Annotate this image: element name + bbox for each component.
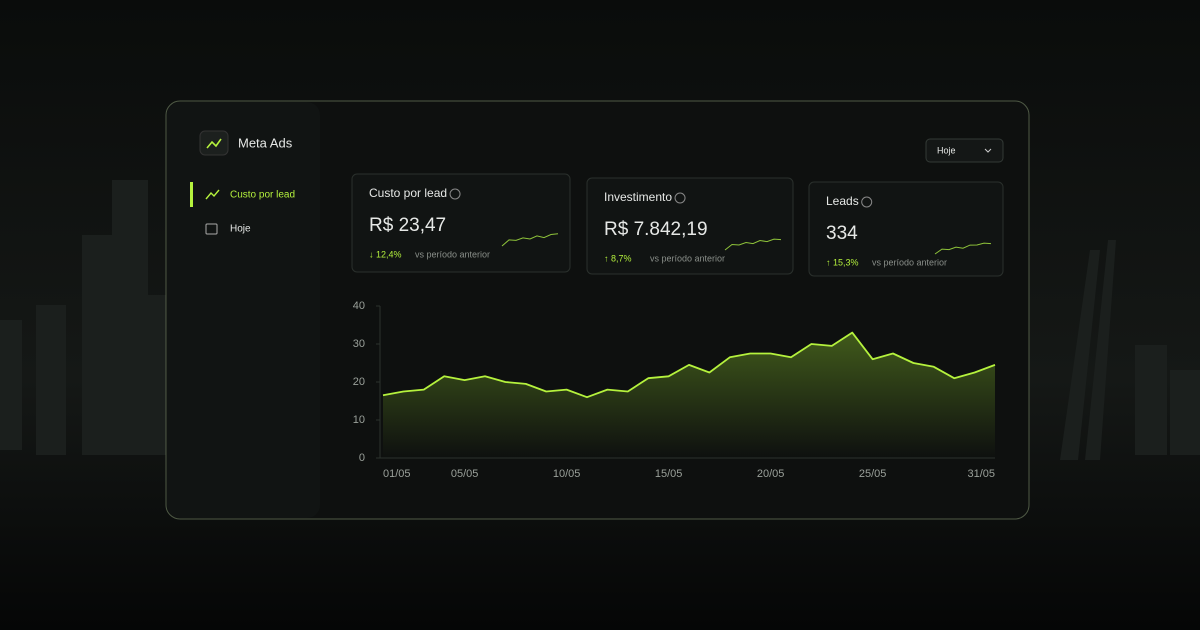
card-note: vs período anterior	[415, 249, 490, 259]
info-icon	[449, 188, 461, 200]
card-value: 334	[826, 223, 858, 244]
card-change: ↑ 15,3%	[826, 257, 859, 267]
card-label: Investimento	[604, 190, 672, 204]
cards: Custo por lead R$ 23,47 ↓ 12,4% vs período …	[351, 173, 1004, 277]
info-icon	[861, 196, 873, 208]
card-label: Custo por lead	[369, 186, 447, 200]
card-change: ↑ 8,7%	[604, 253, 632, 263]
chart: 0 10 20 30 40 01/05 05/05 10/05 15/05 20/05 25/05 3…	[353, 300, 996, 480]
card-value: R$ 23,47	[369, 215, 446, 236]
card-label: Leads	[826, 194, 859, 208]
x-tick-label: 01/05	[383, 468, 411, 480]
info-icon	[674, 192, 686, 204]
filter-dropdown[interactable]	[925, 138, 1004, 163]
y-tick-label: 30	[353, 338, 365, 350]
card-note: vs período anterior	[650, 253, 725, 263]
card-note: vs período anterior	[872, 257, 947, 267]
skyline	[0, 180, 1200, 460]
filter-label: Hoje	[937, 145, 956, 155]
x-tick-label: 15/05	[655, 468, 683, 480]
x-tick-label: 20/05	[757, 468, 785, 480]
sparkline	[724, 238, 782, 251]
sidebar	[167, 102, 320, 518]
sparkline	[934, 242, 992, 255]
sparkline	[501, 233, 559, 247]
nav-item[interactable]: Custo por lead	[230, 190, 295, 201]
y-tick-label: 40	[353, 300, 365, 312]
nav-icon	[205, 223, 218, 235]
card-change: ↓ 12,4%	[369, 249, 402, 259]
metric-card	[351, 173, 571, 273]
metric-card	[808, 181, 1004, 277]
line	[382, 331, 996, 399]
x-tick-label: 25/05	[859, 468, 887, 480]
y-tick-label: 20	[353, 376, 365, 388]
app-logo-icon	[206, 138, 222, 149]
x-tick-label: 31/05	[967, 468, 995, 480]
y-tick-label: 0	[359, 452, 365, 464]
nav-active-indicator	[190, 182, 193, 207]
y-tick-label: 10	[353, 414, 365, 426]
card-value: R$ 7.842,19	[604, 219, 708, 240]
app-title: Meta Ads	[238, 135, 293, 150]
x-tick-label: 10/05	[553, 468, 581, 480]
chevron	[984, 148, 992, 153]
nav-icon	[205, 189, 220, 200]
area	[383, 332, 995, 458]
nav-item[interactable]: Hoje	[230, 224, 251, 235]
x-tick-label: 05/05	[451, 468, 479, 480]
metric-card	[586, 177, 794, 275]
